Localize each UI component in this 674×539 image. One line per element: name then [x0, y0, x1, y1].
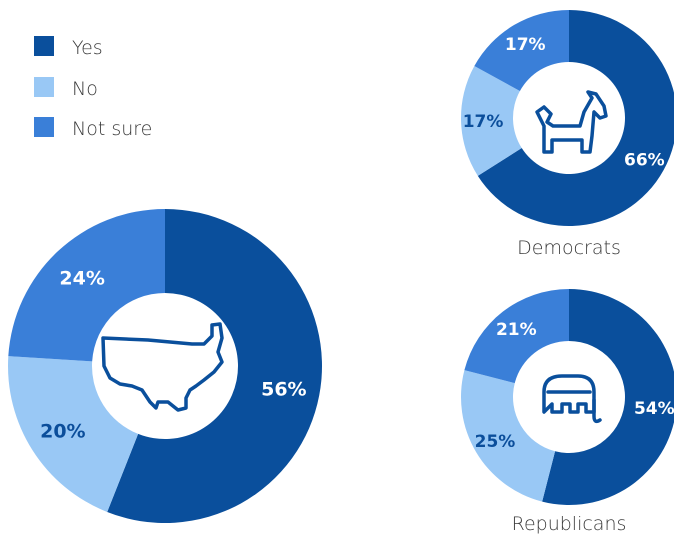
donut-chart-overall: 56% 20% 24% [7, 209, 322, 523]
slice-label-not-sure: 21% [496, 320, 537, 340]
republicans-label: Republicans [512, 513, 627, 535]
usa-map-icon [101, 322, 224, 412]
slice-not-sure [474, 10, 569, 92]
legend-swatch-no [34, 77, 54, 97]
democrats-label: Democrats [517, 237, 621, 259]
slice-yes [477, 10, 674, 226]
slice-label-yes: 66% [624, 151, 665, 171]
legend: Yes No Not sure [34, 36, 152, 140]
donut-chart-democrats: 66% 17% 17% [461, 10, 674, 226]
donkey-icon [535, 90, 608, 154]
slice-yes [107, 209, 322, 523]
slice-not-sure [464, 289, 569, 384]
legend-swatch-not-sure [34, 117, 54, 137]
slice-label-no: 25% [475, 432, 516, 452]
slice-not-sure [8, 209, 166, 362]
slice-label-yes: 56% [261, 379, 306, 401]
legend-label-not-sure: Not sure [72, 118, 152, 140]
donut-chart-republicans: 54% 25% 21% [461, 289, 674, 505]
legend-swatch-yes [34, 36, 54, 56]
slice-label-no: 17% [463, 112, 504, 132]
slice-label-not-sure: 17% [505, 35, 546, 55]
slice-label-no: 20% [40, 421, 85, 443]
slice-no [461, 65, 522, 176]
slice-label-yes: 54% [634, 399, 674, 419]
slice-yes [542, 289, 674, 505]
legend-label-yes: Yes [72, 37, 103, 59]
slice-no [7, 356, 139, 512]
legend-label-no: No [72, 78, 98, 100]
elephant-icon [542, 374, 602, 424]
slice-no [461, 370, 556, 502]
slice-label-not-sure: 24% [59, 268, 104, 290]
